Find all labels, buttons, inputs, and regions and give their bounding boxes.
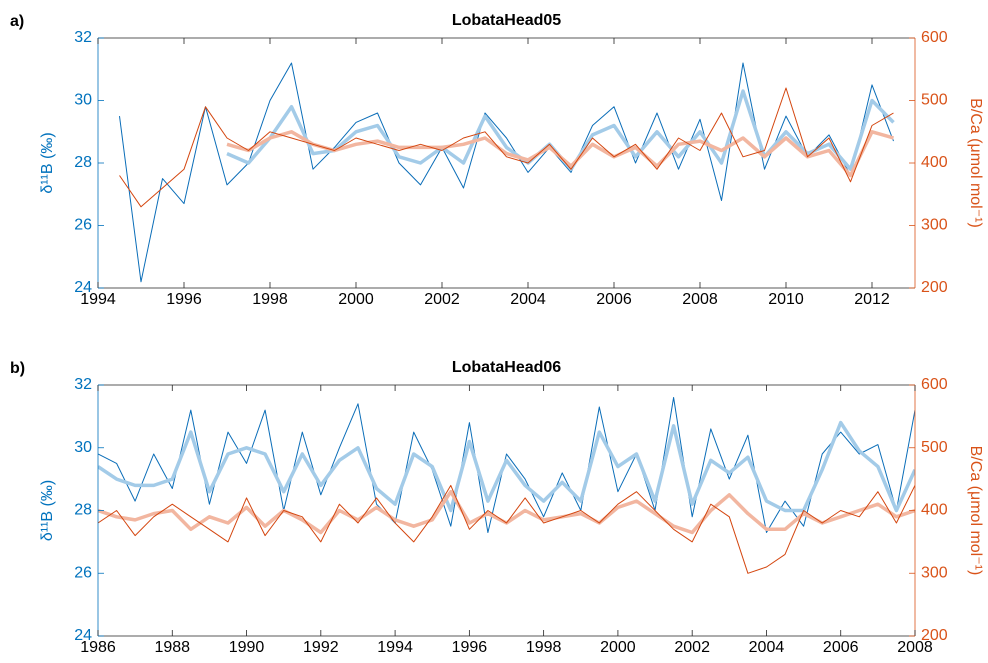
x-tick-label: 1998 [526, 639, 562, 656]
x-tick-label: 2004 [510, 291, 546, 308]
x-tick-label: 2008 [682, 291, 718, 308]
y2-tick-label: 600 [921, 29, 948, 46]
y-tick-label: 24 [74, 279, 92, 296]
y2-tick-label: 600 [921, 376, 948, 393]
y2-tick-label: 500 [921, 439, 948, 456]
chart-title: LobataHead05 [452, 12, 561, 29]
data-line [119, 62, 894, 283]
y2-tick-label: 300 [921, 217, 948, 234]
x-tick-label: 2012 [854, 291, 890, 308]
x-tick-label: 2006 [596, 291, 632, 308]
y-tick-label: 26 [74, 217, 92, 234]
x-tick-label: 1994 [80, 291, 116, 308]
y-tick-label: 32 [74, 29, 92, 46]
y-tick-label: 30 [74, 92, 92, 109]
x-tick-label: 1996 [452, 639, 488, 656]
data-line [119, 87, 894, 208]
x-tick-label: 2006 [823, 639, 859, 656]
y2-tick-label: 400 [921, 154, 948, 171]
x-tick-label: 1990 [229, 639, 265, 656]
y2-axis-label: B/Ca (μmol mol⁻¹) [967, 98, 984, 228]
x-tick-label: 2008 [897, 639, 933, 656]
panel-label: b) [10, 360, 25, 377]
x-tick-label: 2002 [424, 291, 460, 308]
y-axis-label: δ¹¹B (‰) [39, 132, 56, 193]
x-tick-label: 1994 [377, 639, 413, 656]
y-tick-label: 32 [74, 376, 92, 393]
x-tick-label: 2000 [338, 291, 374, 308]
x-tick-label: 2002 [674, 639, 710, 656]
y-tick-label: 30 [74, 439, 92, 456]
y2-tick-label: 200 [921, 279, 948, 296]
y-tick-label: 24 [74, 627, 92, 644]
x-tick-label: 2010 [768, 291, 804, 308]
y2-axis-label: B/Ca (μmol mol⁻¹) [967, 446, 984, 576]
y2-tick-label: 400 [921, 502, 948, 519]
data-line [98, 420, 915, 513]
y-tick-label: 26 [74, 564, 92, 581]
data-line [98, 484, 915, 574]
y2-tick-label: 200 [921, 627, 948, 644]
x-tick-label: 1986 [80, 639, 116, 656]
y-tick-label: 28 [74, 502, 92, 519]
x-tick-label: 2004 [749, 639, 785, 656]
x-tick-label: 1992 [303, 639, 339, 656]
y-tick-label: 28 [74, 154, 92, 171]
x-tick-label: 1996 [166, 291, 202, 308]
panel-label: a) [10, 13, 24, 30]
y2-tick-label: 300 [921, 564, 948, 581]
chart-title: LobataHead06 [452, 359, 561, 376]
data-line [98, 397, 915, 533]
x-tick-label: 1998 [252, 291, 288, 308]
x-tick-label: 1988 [154, 639, 190, 656]
y-axis-label: δ¹¹B (‰) [39, 480, 56, 541]
x-tick-label: 2000 [600, 639, 636, 656]
y2-tick-label: 500 [921, 92, 948, 109]
